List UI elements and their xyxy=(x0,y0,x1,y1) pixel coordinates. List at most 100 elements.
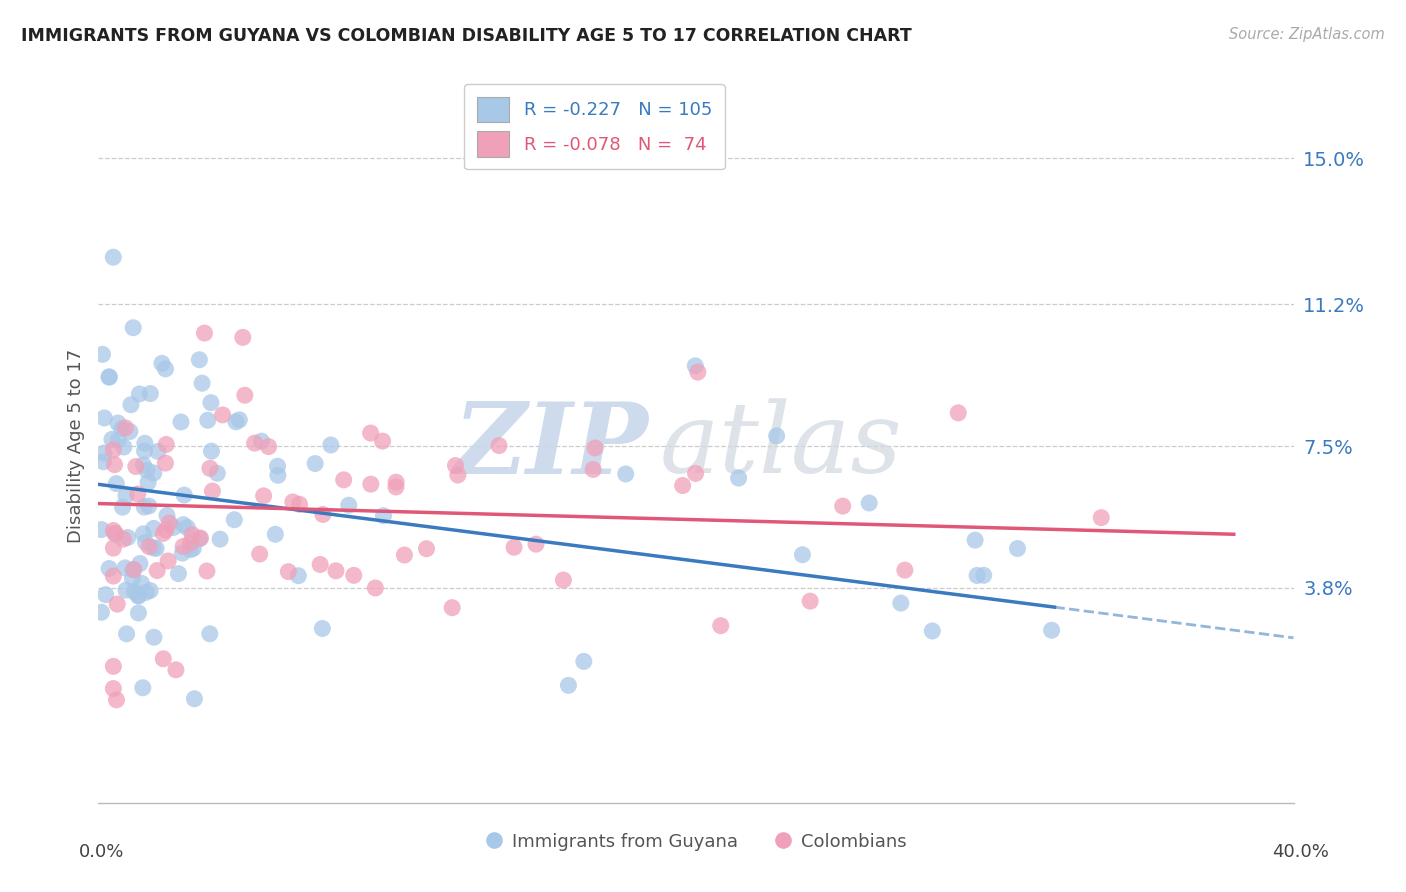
Point xyxy=(93,455,115,469)
Point xyxy=(128,387,150,401)
Point xyxy=(250,434,273,449)
Point xyxy=(188,532,211,546)
Point xyxy=(198,461,221,475)
Point xyxy=(157,554,180,568)
Point xyxy=(146,564,169,578)
Point xyxy=(115,627,138,641)
Text: 0.0%: 0.0% xyxy=(79,843,124,861)
Point xyxy=(264,527,287,541)
Point xyxy=(132,526,155,541)
Point xyxy=(225,415,247,429)
Point xyxy=(727,471,749,485)
Point xyxy=(191,376,214,391)
Point xyxy=(553,573,575,587)
Point xyxy=(200,444,222,458)
Point xyxy=(233,388,256,402)
Point xyxy=(385,475,408,490)
Point xyxy=(105,476,128,491)
Point xyxy=(710,618,733,632)
Point xyxy=(180,542,202,557)
Point xyxy=(966,568,988,582)
Point xyxy=(524,537,547,551)
Point xyxy=(277,565,299,579)
Point xyxy=(394,548,416,562)
Text: 40.0%: 40.0% xyxy=(1272,843,1329,861)
Point xyxy=(131,576,153,591)
Point xyxy=(112,440,135,454)
Point xyxy=(364,581,387,595)
Point xyxy=(135,585,157,599)
Point xyxy=(157,516,180,530)
Point xyxy=(105,597,128,611)
Point xyxy=(103,524,125,538)
Y-axis label: Disability Age 5 to 17: Disability Age 5 to 17 xyxy=(66,349,84,543)
Point xyxy=(142,466,165,480)
Point xyxy=(304,457,326,471)
Point xyxy=(894,563,917,577)
Point xyxy=(921,624,943,638)
Point xyxy=(582,462,605,476)
Point xyxy=(447,468,470,483)
Point xyxy=(103,250,125,264)
Point xyxy=(103,659,125,673)
Point xyxy=(115,583,138,598)
Point xyxy=(165,663,187,677)
Point xyxy=(117,531,139,545)
Point xyxy=(105,693,128,707)
Point xyxy=(181,541,204,556)
Point xyxy=(134,436,156,450)
Point xyxy=(101,433,124,447)
Point xyxy=(127,487,149,501)
Point xyxy=(107,433,129,447)
Point xyxy=(281,495,304,509)
Point xyxy=(309,558,332,572)
Point xyxy=(765,429,787,443)
Point xyxy=(138,499,160,513)
Point xyxy=(195,564,218,578)
Point xyxy=(337,498,360,512)
Point xyxy=(188,352,211,367)
Point xyxy=(121,572,143,586)
Point xyxy=(253,489,276,503)
Point xyxy=(98,370,121,384)
Point xyxy=(103,569,125,583)
Point xyxy=(173,488,195,502)
Point xyxy=(172,517,194,532)
Point xyxy=(209,532,232,546)
Point xyxy=(91,347,114,361)
Point xyxy=(139,386,162,401)
Point xyxy=(415,541,437,556)
Point xyxy=(371,434,394,449)
Point xyxy=(201,483,224,498)
Point xyxy=(104,527,127,541)
Legend: Immigrants from Guyana, Colombians: Immigrants from Guyana, Colombians xyxy=(478,826,914,858)
Text: atlas: atlas xyxy=(661,399,903,493)
Point xyxy=(135,463,157,477)
Point xyxy=(228,413,250,427)
Point xyxy=(103,681,125,696)
Point xyxy=(332,473,354,487)
Point xyxy=(792,548,814,562)
Text: Source: ZipAtlas.com: Source: ZipAtlas.com xyxy=(1229,27,1385,42)
Point xyxy=(1007,541,1029,556)
Point xyxy=(142,630,165,644)
Point xyxy=(858,496,880,510)
Point xyxy=(572,654,595,668)
Point xyxy=(172,540,194,554)
Point xyxy=(288,497,311,511)
Point xyxy=(90,523,112,537)
Point xyxy=(831,499,853,513)
Point xyxy=(685,359,707,373)
Point xyxy=(197,413,219,427)
Point xyxy=(583,441,606,455)
Point xyxy=(118,425,141,439)
Point xyxy=(129,557,152,571)
Point xyxy=(948,406,970,420)
Point xyxy=(146,444,169,458)
Point xyxy=(152,652,174,666)
Point xyxy=(93,411,115,425)
Point xyxy=(503,540,526,554)
Point xyxy=(134,500,156,514)
Point xyxy=(1040,624,1063,638)
Point xyxy=(132,681,155,695)
